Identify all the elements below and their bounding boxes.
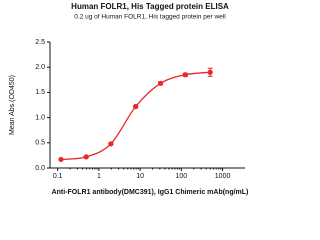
data-point	[133, 103, 139, 110]
y-tick-label: 0.5	[35, 140, 45, 147]
data-point	[108, 141, 114, 147]
data-point	[157, 80, 164, 86]
data-point	[58, 156, 64, 163]
x-tick-label: 0.1	[53, 173, 63, 180]
curve	[60, 71, 211, 161]
x-axis-label: Anti-FOLR1 antibody(DMC391), IgG1 Chimer…	[52, 189, 249, 196]
y-axis-label: Mean Abs.(OD450)	[9, 75, 16, 135]
x-tick-label: 1	[97, 173, 101, 180]
y-tick-label: 2.5	[35, 39, 45, 46]
x-tick-label: 10	[136, 173, 144, 180]
y-tick-label: 0.0	[35, 165, 45, 172]
chart-subtitle: 0.2 ug of Human FOLR1, His tagged protei…	[74, 14, 226, 21]
data-point	[83, 154, 89, 160]
data-point	[207, 69, 213, 75]
y-tick-label: 1.0	[35, 114, 45, 121]
y-tick-label: 1.5	[35, 89, 45, 96]
y-tick-label: 2.0	[35, 64, 45, 71]
chart: Human FOLR1, His Tagged protein ELISA 0.…	[9, 2, 249, 196]
chart-title: Human FOLR1, His Tagged protein ELISA	[71, 2, 229, 11]
x-tick-label: 100	[176, 173, 188, 180]
x-tick-label: 1000	[215, 173, 231, 180]
data-point	[182, 72, 188, 78]
